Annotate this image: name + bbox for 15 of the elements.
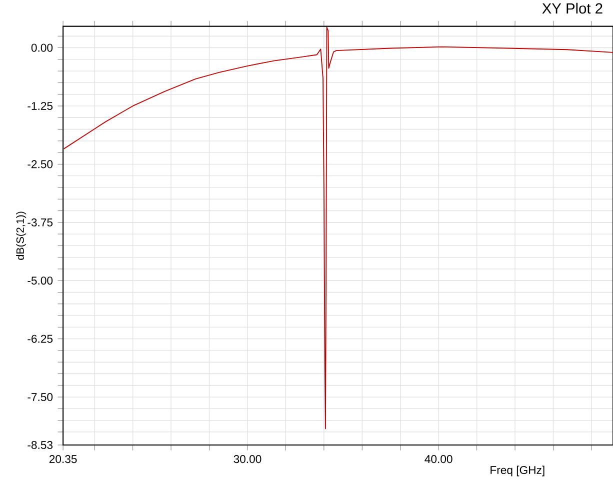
y-tick-label: -7.50 [28,393,53,402]
x-tick-label: 20.35 [49,455,77,464]
x-tick-label: 30.00 [234,455,262,464]
y-tick-label: -3.75 [28,218,53,226]
y-tick-label: -1.25 [28,102,53,110]
y-tick-label: -2.50 [28,160,53,168]
y-axis-title: dB(S(2,1)) [16,212,26,260]
line-series [63,26,613,430]
y-tick-label: -6.25 [28,334,53,343]
x-tick-label: 40.00 [424,455,452,464]
y-tick-label: -8.53 [28,441,53,450]
chart-title: XY Plot 2 [542,2,602,14]
x-axis-title: Freq [GHz] [490,466,544,476]
y-tick-label: -5.00 [28,276,53,285]
y-tick-label: 0.00 [31,44,53,52]
